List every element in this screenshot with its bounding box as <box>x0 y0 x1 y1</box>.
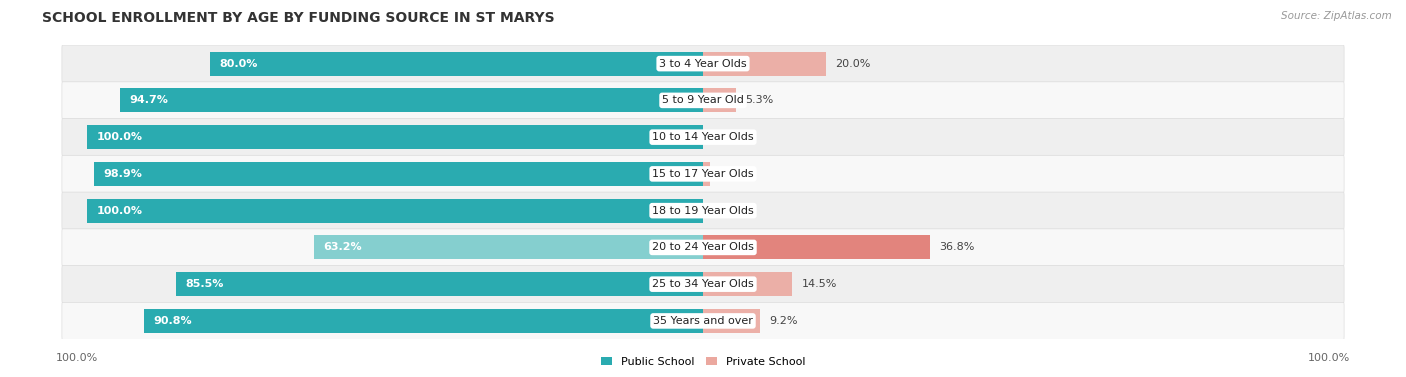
Text: 100.0%: 100.0% <box>96 205 142 216</box>
Text: 5 to 9 Year Old: 5 to 9 Year Old <box>662 95 744 106</box>
Bar <box>703 272 793 296</box>
Text: Source: ZipAtlas.com: Source: ZipAtlas.com <box>1281 11 1392 21</box>
Bar <box>176 272 703 296</box>
Text: 94.7%: 94.7% <box>129 95 167 106</box>
Text: 98.9%: 98.9% <box>103 169 142 179</box>
FancyBboxPatch shape <box>62 266 1344 303</box>
Bar <box>87 125 703 149</box>
FancyBboxPatch shape <box>62 119 1344 156</box>
Bar <box>703 309 759 333</box>
Text: 18 to 19 Year Olds: 18 to 19 Year Olds <box>652 205 754 216</box>
Text: 0.0%: 0.0% <box>713 132 741 142</box>
FancyBboxPatch shape <box>62 302 1344 339</box>
Text: 85.5%: 85.5% <box>186 279 224 289</box>
Text: 80.0%: 80.0% <box>219 58 257 69</box>
FancyBboxPatch shape <box>62 45 1344 82</box>
Bar <box>703 52 827 75</box>
Bar <box>703 236 929 259</box>
Text: 5.3%: 5.3% <box>745 95 773 106</box>
Text: SCHOOL ENROLLMENT BY AGE BY FUNDING SOURCE IN ST MARYS: SCHOOL ENROLLMENT BY AGE BY FUNDING SOUR… <box>42 11 555 25</box>
Text: 14.5%: 14.5% <box>801 279 837 289</box>
Text: 0.0%: 0.0% <box>713 205 741 216</box>
FancyBboxPatch shape <box>62 82 1344 119</box>
Text: 20.0%: 20.0% <box>835 58 870 69</box>
Text: 63.2%: 63.2% <box>323 242 361 253</box>
Text: 10 to 14 Year Olds: 10 to 14 Year Olds <box>652 132 754 142</box>
Text: 20 to 24 Year Olds: 20 to 24 Year Olds <box>652 242 754 253</box>
Text: 15 to 17 Year Olds: 15 to 17 Year Olds <box>652 169 754 179</box>
Text: 9.2%: 9.2% <box>769 316 797 326</box>
Bar <box>94 162 703 186</box>
FancyBboxPatch shape <box>62 192 1344 229</box>
Bar <box>314 236 703 259</box>
Text: 100.0%: 100.0% <box>56 353 98 363</box>
Text: 1.1%: 1.1% <box>718 169 747 179</box>
Text: 100.0%: 100.0% <box>1308 353 1350 363</box>
Text: 36.8%: 36.8% <box>939 242 974 253</box>
Bar <box>143 309 703 333</box>
Bar <box>211 52 703 75</box>
Legend: Public School, Private School: Public School, Private School <box>596 352 810 371</box>
Text: 100.0%: 100.0% <box>96 132 142 142</box>
Bar <box>87 199 703 222</box>
FancyBboxPatch shape <box>62 229 1344 266</box>
FancyBboxPatch shape <box>62 155 1344 192</box>
Text: 25 to 34 Year Olds: 25 to 34 Year Olds <box>652 279 754 289</box>
Bar <box>120 89 703 112</box>
Text: 3 to 4 Year Olds: 3 to 4 Year Olds <box>659 58 747 69</box>
Bar <box>703 89 735 112</box>
Text: 90.8%: 90.8% <box>153 316 191 326</box>
Text: 35 Years and over: 35 Years and over <box>652 316 754 326</box>
Bar <box>703 162 710 186</box>
